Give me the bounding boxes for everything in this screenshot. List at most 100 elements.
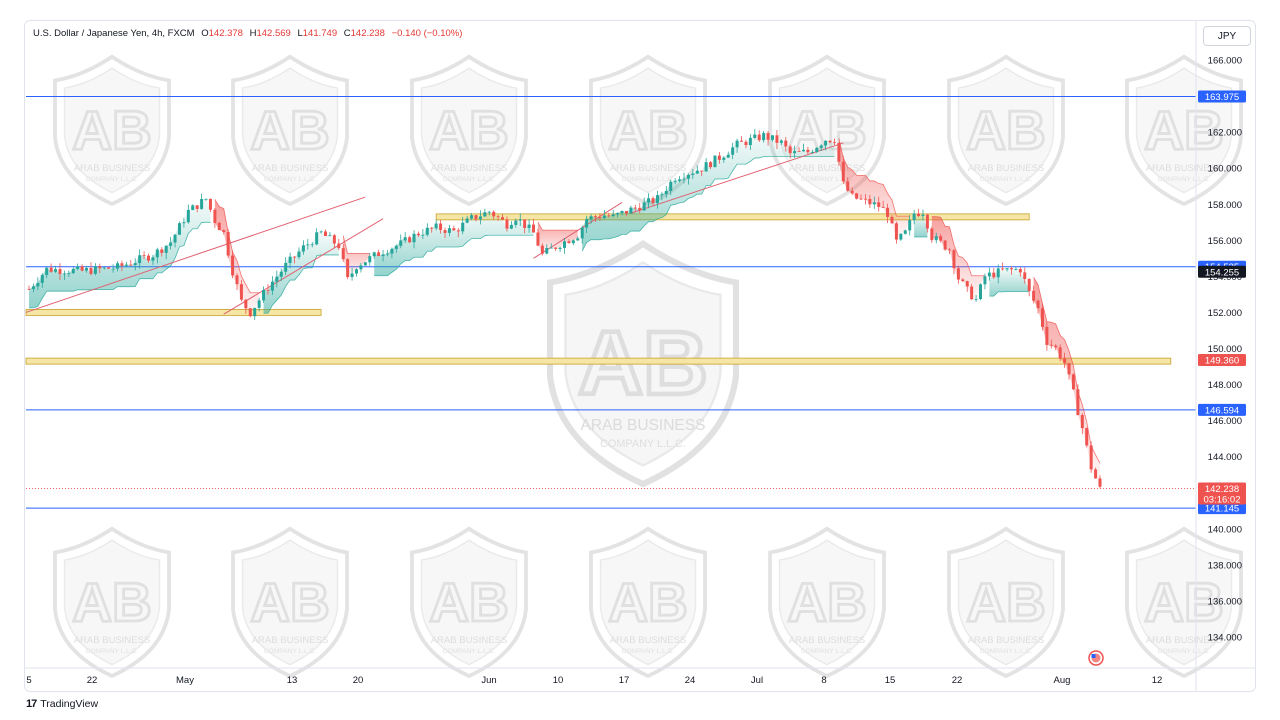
trail-line (989, 291, 1030, 297)
last-price-label: 142.238 (1205, 484, 1239, 495)
candle-body (474, 215, 478, 220)
candle-body (558, 247, 562, 249)
candle-body (1001, 268, 1005, 270)
watermark-shield-icon: AB ARAB BUSINESS COMPANY L.L.C. (410, 54, 528, 207)
watermark-shield-icon: AB ARAB BUSINESS COMPANY L.L.C. (231, 526, 349, 679)
candle-body (731, 147, 735, 155)
candle-body (766, 133, 770, 140)
candle-body (173, 234, 177, 243)
price-zone (435, 213, 1030, 221)
currency-button[interactable]: JPY (1203, 26, 1251, 46)
candle-body (67, 273, 71, 274)
candle-body (930, 228, 934, 241)
watermark-text: ARAB BUSINESS (789, 635, 866, 646)
x-tick-label: Aug (1054, 675, 1071, 686)
candle-body (217, 222, 221, 231)
candle-body (1005, 268, 1009, 270)
horizontal-levels (26, 96, 1196, 509)
candle-body (912, 213, 916, 221)
bear-cloud (343, 235, 370, 278)
candle-body (483, 212, 487, 217)
candle-body (717, 155, 721, 160)
candle-body (1098, 478, 1102, 487)
time-axis[interactable]: 5 22 May 13 20 Jun 10 17 24 Jul 8 15 22 Aug 12 (25, 21, 1255, 691)
level-price-label-bg (1198, 502, 1246, 515)
symbol-legend[interactable]: U.S. Dollar / Japanese Yen, 4h, FXCM O14… (33, 28, 462, 39)
x-tick-label: 5 (26, 675, 31, 686)
candle-body (828, 140, 832, 143)
y-tick-label: 150.000 (1208, 344, 1242, 355)
candle-body (40, 274, 44, 283)
ohlc-change: −0.140 (−0.10%) (391, 28, 463, 39)
candle-body (664, 190, 668, 195)
svg-text:AB: AB (250, 571, 330, 633)
tradingview-text: TradingView (40, 698, 99, 710)
candle-body (859, 198, 863, 200)
candle-body (186, 210, 190, 223)
watermark-subtext: COMPANY L.L.C. (86, 176, 139, 183)
candle-body (31, 286, 35, 290)
level-price-label-bg (1198, 403, 1246, 416)
candle-body (425, 227, 429, 235)
watermark-text: ARAB BUSINESS (1146, 163, 1223, 174)
candle-body (204, 198, 208, 200)
candle-body (452, 228, 456, 231)
candle-body (819, 145, 823, 148)
candle-body (315, 232, 319, 245)
watermark-subtext: COMPANY L.L.C. (264, 176, 317, 183)
candle-body (120, 263, 124, 266)
candle-body (810, 151, 814, 153)
bull-cloud (374, 211, 534, 276)
candle-body (226, 231, 230, 256)
candle-body (505, 219, 509, 229)
candle-body (532, 224, 536, 233)
trail-line (263, 254, 339, 314)
watermark-text: ARAB BUSINESS (610, 635, 687, 646)
candle-body (416, 233, 420, 236)
candle-body (563, 241, 566, 248)
candle-body (987, 272, 991, 277)
candle-body (678, 179, 682, 181)
price-label: 154.255 (1205, 267, 1239, 278)
economic-event-icon[interactable] (1088, 650, 1104, 666)
candle-body (297, 251, 301, 258)
watermark-subtext: COMPANY L.L.C. (1158, 176, 1211, 183)
candle-body (447, 228, 451, 233)
candle-body (1067, 363, 1071, 375)
candle-body (208, 198, 212, 210)
candle-body (177, 223, 181, 235)
candle-body (527, 224, 531, 228)
us-flag-canton (1091, 654, 1096, 658)
trail-line (29, 221, 211, 309)
candle-body (655, 195, 659, 204)
y-tick-label: 146.000 (1208, 416, 1242, 427)
candle-body (1009, 268, 1013, 270)
candle-body (492, 211, 496, 217)
candle-body (660, 194, 664, 196)
candle-body (518, 219, 522, 221)
candle-body (337, 243, 341, 249)
ohlc-close: C142.238 (343, 28, 385, 39)
x-tick-label: 12 (1152, 675, 1163, 686)
candle-body (235, 275, 239, 285)
candle-body (412, 233, 416, 243)
candle-body (554, 247, 558, 249)
svg-text:AB: AB (72, 571, 152, 633)
candle-body (501, 217, 505, 220)
candle-body (992, 272, 996, 278)
candle-body (917, 213, 921, 217)
watermark-shield-icon: AB ARAB BUSINESS COMPANY L.L.C. (768, 526, 886, 679)
watermark-text: ARAB BUSINESS (74, 635, 151, 646)
candle-body (213, 209, 217, 223)
candle-body (394, 245, 398, 249)
candle-body (974, 299, 978, 300)
x-tick-label: 8 (821, 675, 826, 686)
candle-body (877, 202, 881, 207)
candle-body (257, 300, 261, 308)
candle-body (1045, 326, 1049, 345)
candle-body (266, 289, 270, 291)
candle-body (872, 202, 876, 205)
tradingview-branding[interactable]: 17 TradingView (26, 698, 98, 710)
candle-body (925, 214, 929, 229)
